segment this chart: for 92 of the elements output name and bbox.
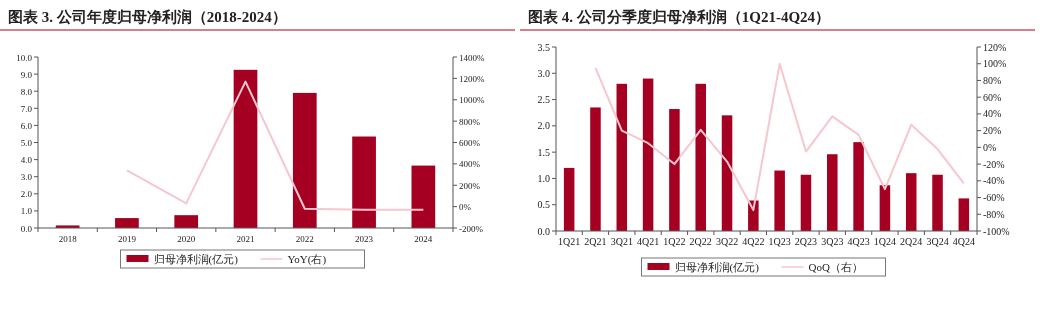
bar — [827, 154, 838, 231]
y-tick-label: 8.0 — [20, 86, 33, 97]
legend-label: YoY(右) — [287, 253, 327, 266]
bar — [174, 215, 199, 228]
x-tick-label: 2023 — [355, 234, 374, 244]
y2-tick-label: -80% — [983, 208, 1005, 220]
x-tick-label: 4Q23 — [847, 236, 870, 247]
y2-tick-label: 200% — [459, 180, 481, 191]
y2-tick-label: -200% — [459, 223, 484, 234]
y-tick-label: 2.0 — [537, 120, 550, 132]
x-tick-label: 2020 — [177, 234, 196, 244]
y-tick-label: 7.0 — [20, 103, 33, 114]
y2-tick-label: 120% — [983, 41, 1007, 53]
x-tick-label: 2024 — [414, 234, 433, 244]
y-tick-label: 2.5 — [537, 94, 550, 106]
y-tick-label: 6.0 — [20, 120, 33, 131]
y2-tick-label: 1200% — [459, 73, 485, 84]
x-tick-label: 2Q22 — [689, 236, 712, 247]
x-tick-label: 2021 — [236, 234, 255, 244]
chart-title: 图表 4. 公司分季度归母净利润（1Q21-4Q24） — [528, 8, 831, 25]
x-tick-label: 3Q21 — [610, 236, 633, 247]
y-tick-label: 5.0 — [20, 138, 33, 148]
y-tick-label: 3.5 — [537, 41, 550, 53]
bar — [879, 185, 891, 231]
y2-tick-label: -60% — [983, 192, 1005, 204]
bar — [669, 109, 680, 231]
y2-tick-label: 1400% — [459, 52, 485, 63]
bar — [853, 142, 864, 231]
x-tick-label: 2Q23 — [794, 236, 818, 247]
x-tick-label: 2Q21 — [584, 236, 607, 247]
y2-tick-label: -100% — [983, 225, 1010, 237]
y-tick-label: 1.0 — [20, 206, 33, 217]
y2-tick-label: 80% — [983, 74, 1002, 86]
y2-tick-label: -40% — [983, 175, 1005, 187]
legend-label: 归母净利润(亿元) — [153, 253, 239, 266]
x-tick-label: 2018 — [58, 234, 78, 244]
bar — [642, 78, 654, 231]
y2-tick-label: 400% — [459, 159, 481, 170]
x-tick-label: 4Q21 — [636, 236, 660, 247]
bar — [695, 83, 706, 231]
y2-tick-label: 0% — [983, 141, 997, 153]
x-tick-label: 3Q24 — [926, 236, 949, 247]
bar — [800, 174, 812, 231]
y-tick-label: 10.0 — [16, 52, 33, 63]
bar — [958, 198, 970, 231]
bar — [590, 107, 601, 231]
line-series — [594, 62, 965, 212]
bar — [233, 69, 258, 228]
y-tick-label: 1.5 — [537, 146, 550, 158]
chart-title: 图表 3. 公司年度归母净利润（2018-2024） — [8, 8, 287, 25]
y2-tick-label: 100% — [983, 58, 1007, 70]
y2-tick-label: 1000% — [459, 95, 485, 106]
y-tick-label: 4.0 — [20, 155, 33, 166]
y2-tick-label: -20% — [983, 158, 1005, 170]
x-tick-label: 4Q24 — [952, 236, 975, 247]
y-tick-label: 2.0 — [20, 189, 33, 200]
bar — [932, 174, 943, 231]
x-tick-label: 3Q23 — [821, 236, 844, 247]
x-tick-label: 3Q22 — [715, 236, 739, 247]
y2-tick-label: 60% — [983, 91, 1002, 103]
legend-label: QoQ（右） — [808, 261, 863, 273]
bar — [352, 136, 376, 228]
bar — [563, 167, 575, 231]
x-tick-label: 2022 — [295, 234, 314, 244]
x-tick-label: 2019 — [117, 234, 137, 244]
y-tick-label: 9.0 — [20, 69, 33, 80]
x-tick-label: 4Q22 — [742, 236, 765, 247]
y-tick-label: 3.0 — [537, 67, 550, 79]
bar — [411, 165, 436, 228]
bar — [905, 173, 917, 231]
bar — [774, 170, 785, 231]
legend-label: 归母净利润(亿元) — [674, 261, 760, 274]
line-series — [125, 80, 425, 211]
y2-tick-label: 600% — [459, 138, 481, 148]
bar — [292, 92, 317, 228]
bar — [721, 115, 733, 231]
bar — [115, 218, 139, 228]
y-tick-label: 0.0 — [20, 223, 33, 234]
y-tick-label: 0.5 — [537, 199, 550, 211]
x-tick-label: 2Q24 — [900, 236, 923, 247]
y2-tick-label: 0% — [459, 202, 472, 213]
x-tick-label: 1Q24 — [873, 236, 897, 247]
x-tick-label: 1Q23 — [768, 236, 791, 247]
x-tick-label: 1Q21 — [558, 236, 581, 247]
bar — [616, 83, 628, 231]
y-tick-label: 1.0 — [537, 172, 550, 184]
x-tick-label: 1Q22 — [663, 236, 686, 247]
y-tick-label: 0.0 — [537, 225, 550, 237]
y-tick-label: 3.0 — [20, 172, 33, 183]
y2-tick-label: 40% — [983, 108, 1002, 120]
y2-tick-label: 800% — [459, 116, 481, 127]
y2-tick-label: 20% — [983, 125, 1002, 137]
